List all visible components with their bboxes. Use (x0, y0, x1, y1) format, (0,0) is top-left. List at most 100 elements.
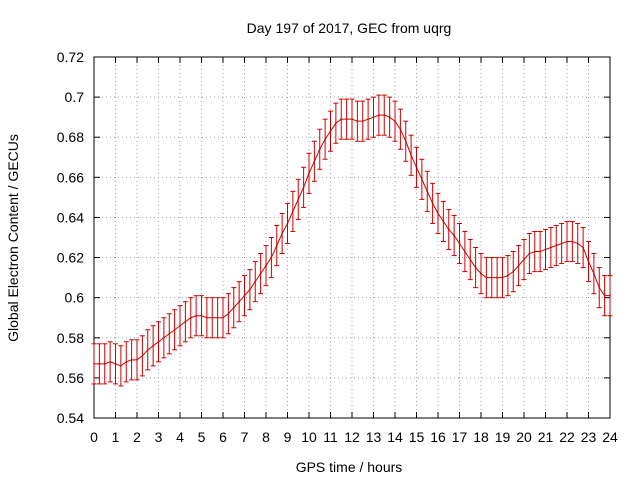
error-bar (333, 102, 339, 144)
data-point (566, 240, 568, 243)
error-bar (177, 305, 183, 347)
error-bar (387, 96, 393, 138)
x-tick-label: 2 (133, 429, 141, 445)
error-bar (107, 341, 113, 383)
data-point (603, 294, 606, 297)
data-point (281, 232, 283, 235)
error-bar (392, 100, 398, 142)
error-bar (199, 295, 204, 337)
error-bar (543, 228, 548, 271)
error-bar (317, 128, 323, 170)
x-tick-label: 24 (602, 429, 618, 445)
data-point (173, 328, 176, 331)
data-point (560, 242, 563, 245)
data-point (292, 210, 294, 213)
data-point (372, 116, 375, 118)
error-bar (371, 96, 376, 138)
data-point (329, 130, 332, 133)
error-bar (489, 257, 495, 299)
data-point (130, 359, 133, 361)
data-point (544, 248, 547, 251)
data-point (582, 246, 584, 249)
data-point (528, 252, 531, 255)
error-bar (478, 253, 484, 295)
data-point (286, 222, 289, 225)
data-point (404, 140, 407, 143)
x-tick-label: 11 (323, 429, 338, 445)
data-point (485, 276, 488, 279)
x-tick-label: 4 (176, 429, 184, 445)
data-point (211, 316, 214, 319)
data-point (480, 272, 482, 275)
x-tick-label: 9 (284, 429, 292, 445)
data-point (109, 361, 111, 363)
x-tick-label: 22 (559, 429, 575, 445)
error-bar (510, 251, 516, 293)
data-point (265, 264, 267, 267)
error-bar (397, 108, 403, 150)
error-bar (591, 253, 597, 295)
data-point (394, 120, 396, 122)
error-bar (96, 343, 102, 385)
error-bar (376, 94, 382, 136)
x-tick-label: 18 (473, 429, 489, 445)
y-tick-label: 0.64 (57, 209, 84, 225)
error-bar (247, 269, 253, 311)
error-bar (365, 98, 371, 140)
error-bar (134, 339, 140, 381)
data-point (114, 363, 117, 365)
error-bar (118, 345, 124, 387)
x-tick-label: 13 (366, 429, 382, 445)
data-point (351, 118, 353, 120)
data-point (453, 234, 455, 237)
error-bar (580, 226, 586, 269)
error-bar (360, 100, 366, 142)
data-point (157, 340, 160, 343)
error-bar (532, 230, 538, 273)
error-bar (483, 257, 489, 299)
error-bar (494, 257, 500, 299)
axis-labels: 0.540.560.580.60.620.640.660.680.70.720 1… (57, 49, 618, 445)
data-point (232, 306, 235, 309)
data-point (179, 324, 181, 327)
chart-title: Day 197 of 2017, GEC from uqrg (247, 20, 452, 36)
error-bar (548, 226, 554, 269)
data-point (195, 314, 197, 317)
x-tick-label: 6 (219, 429, 227, 445)
x-tick-label: 0 (90, 429, 98, 445)
error-bar (537, 230, 543, 273)
data-point (120, 365, 122, 367)
error-bar (457, 222, 462, 265)
data-point (533, 250, 536, 253)
data-point (335, 122, 337, 124)
error-bar (102, 343, 108, 385)
error-bar (403, 120, 409, 162)
error-bar (145, 329, 151, 371)
data-point (571, 240, 574, 243)
error-bar (306, 152, 312, 194)
error-bar (424, 170, 430, 212)
data-point (496, 276, 498, 279)
data-point (222, 316, 224, 319)
error-bar (279, 212, 285, 255)
data-point (517, 264, 520, 267)
error-bar (193, 295, 199, 337)
data-point (227, 312, 230, 315)
error-bar (559, 222, 565, 265)
error-bar (419, 158, 425, 200)
data-point (318, 148, 321, 151)
error-bar (505, 255, 511, 297)
x-axis-label: GPS time / hours (296, 459, 403, 475)
error-bar (258, 253, 264, 295)
y-tick-label: 0.62 (57, 250, 84, 266)
data-point (469, 258, 472, 261)
x-tick-label: 23 (581, 429, 597, 445)
error-bar (182, 301, 188, 343)
data-point (598, 286, 601, 289)
x-tick-label: 3 (155, 429, 163, 445)
data-point (383, 114, 386, 116)
data-point (98, 363, 101, 365)
y-tick-label: 0.6 (65, 290, 85, 306)
data-point (447, 228, 450, 231)
y-tick-label: 0.56 (57, 370, 84, 386)
